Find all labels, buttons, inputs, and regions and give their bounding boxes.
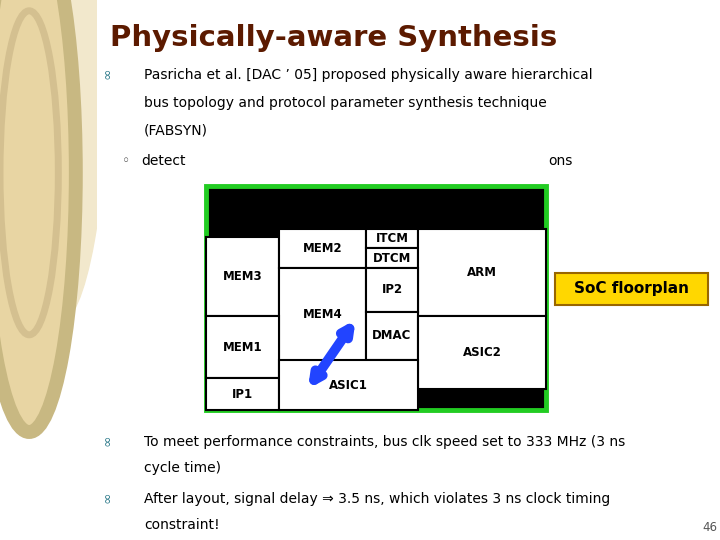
Text: detect: detect [141,154,185,168]
Text: IP2: IP2 [382,284,402,296]
Bar [366,268,418,312]
FancyArrowPatch shape [314,329,349,380]
Text: cycle time): cycle time) [144,461,221,475]
Text: ◦: ◦ [122,154,130,168]
Text: 46: 46 [702,521,717,534]
Bar [418,229,546,316]
Text: Physically-aware Synthesis: Physically-aware Synthesis [109,24,557,52]
Bar [279,229,366,268]
Circle shape [0,0,76,432]
Text: MEM4: MEM4 [302,308,342,321]
Bar [206,316,279,378]
Bar [206,378,279,410]
Bar [418,316,546,389]
Text: MEM3: MEM3 [223,270,263,283]
Text: ons: ons [549,154,573,168]
Bar [206,237,279,316]
Text: ASIC1: ASIC1 [329,379,368,392]
Text: ITCM: ITCM [376,232,408,245]
Bar [366,229,418,248]
Text: After layout, signal delay ⇒ 3.5 ns, which violates 3 ns clock timing: After layout, signal delay ⇒ 3.5 ns, whi… [144,492,610,506]
Circle shape [8,0,109,324]
Text: DMAC: DMAC [372,329,412,342]
Text: (FABSYN): (FABSYN) [144,124,208,138]
Text: ∞: ∞ [100,492,114,503]
Text: MEM1: MEM1 [223,341,263,354]
Text: IP1: IP1 [232,388,253,401]
Bar [366,312,418,360]
Text: MEM2: MEM2 [302,242,342,255]
Text: ∞: ∞ [100,68,114,79]
Text: To meet performance constraints, bus clk speed set to 333 MHz (3 ns: To meet performance constraints, bus clk… [144,435,625,449]
Bar [279,268,366,361]
Bar [555,273,708,305]
Text: SoC floorplan: SoC floorplan [574,281,689,296]
Text: ∞: ∞ [100,435,114,446]
Text: ASIC2: ASIC2 [462,346,501,359]
Bar [366,248,418,268]
Text: bus topology and protocol parameter synthesis technique: bus topology and protocol parameter synt… [144,96,546,110]
Text: Pasricha et al. [DAC ’ 05] proposed physically aware hierarchical: Pasricha et al. [DAC ’ 05] proposed phys… [144,68,593,82]
Bar [206,186,546,410]
Text: DTCM: DTCM [373,252,411,265]
Bar [279,360,418,410]
Text: constraint!: constraint! [144,518,220,532]
Circle shape [0,11,58,335]
Text: ARM: ARM [467,266,497,279]
